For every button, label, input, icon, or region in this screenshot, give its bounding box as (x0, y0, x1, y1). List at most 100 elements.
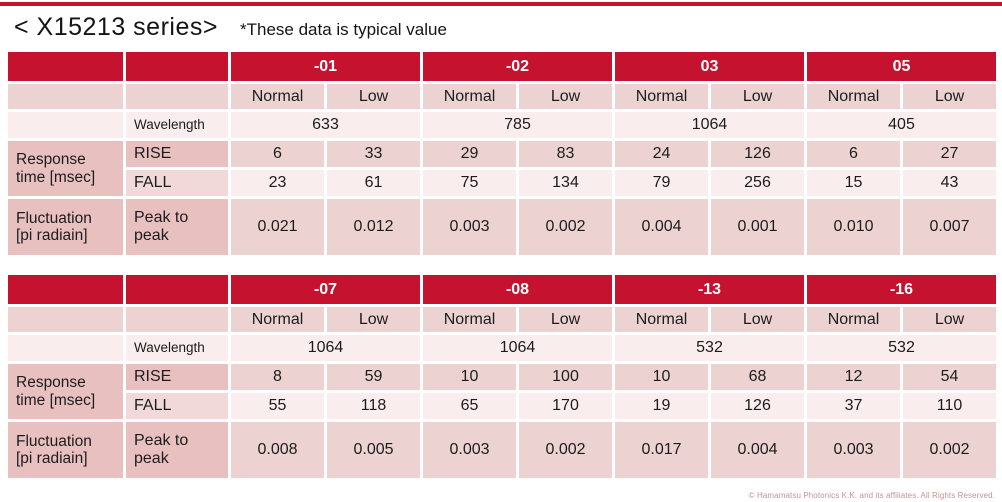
wavelength-value: 1064 (615, 112, 804, 138)
spacer-cell (126, 307, 228, 332)
header-spacer-cell (8, 52, 123, 81)
row-label-line: peak (134, 450, 169, 467)
top-accent-line (0, 2, 1002, 6)
spacer-cell (8, 112, 123, 138)
spacer-cell (8, 84, 123, 109)
table-row: -07 -08 -13 -16 (8, 275, 996, 304)
peak-value: 0.017 (615, 422, 708, 478)
mode-col-header: Normal (807, 307, 900, 332)
fall-value: 75 (423, 170, 516, 196)
peak-value: 0.003 (807, 422, 900, 478)
peak-value: 0.002 (519, 422, 612, 478)
rise-value: 126 (711, 141, 804, 167)
fall-value: 37 (807, 393, 900, 419)
mode-col-header: Low (519, 84, 612, 109)
rise-value: 83 (519, 141, 612, 167)
row-label-line: Response (16, 151, 86, 169)
wavelength-value: 633 (231, 112, 420, 138)
spec-table-1: -01 -02 03 05 Normal Low Normal Low Norm… (5, 49, 999, 258)
fall-value: 15 (807, 170, 900, 196)
wavelength-value: 532 (807, 335, 996, 361)
row-label-fluctuation: Fluctuation [pi radiain] (8, 199, 123, 255)
row-label-line: Fluctuation (16, 432, 92, 450)
typical-value-note: *These data is typical value (239, 20, 447, 39)
row-label-wavelength: Wavelength (126, 112, 228, 138)
row-label-line: [pi radiain] (16, 227, 88, 244)
fall-value: 65 (423, 393, 516, 419)
mode-col-header: Normal (231, 84, 324, 109)
peak-value: 0.004 (711, 422, 804, 478)
mode-col-header: Normal (423, 307, 516, 332)
rise-value: 8 (231, 364, 324, 390)
spacer-cell (8, 335, 123, 361)
series-col-header: -01 (231, 52, 420, 81)
rise-value: 33 (327, 141, 420, 167)
mode-col-header: Normal (615, 307, 708, 332)
rise-value: 10 (615, 364, 708, 390)
mode-col-header: Normal (231, 307, 324, 332)
mode-col-header: Low (327, 84, 420, 109)
row-label-response-time: Response time [msec] (8, 364, 123, 419)
mode-col-header: Normal (423, 84, 516, 109)
peak-value: 0.003 (423, 199, 516, 255)
table-row: Wavelength 1064 1064 532 532 (8, 335, 996, 361)
wavelength-value: 1064 (423, 335, 612, 361)
rise-value: 6 (807, 141, 900, 167)
rise-value: 10 (423, 364, 516, 390)
mode-col-header: Low (903, 84, 996, 109)
row-label-peak-to-peak: Peak to peak (126, 199, 228, 255)
wavelength-value: 1064 (231, 335, 420, 361)
spacer-cell (126, 84, 228, 109)
table-row: FALL 55 118 65 170 19 126 37 110 (8, 393, 996, 419)
peak-value: 0.007 (903, 199, 996, 255)
peak-value: 0.002 (903, 422, 996, 478)
row-label-rise: RISE (126, 364, 228, 390)
series-col-header: -07 (231, 275, 420, 304)
peak-value: 0.001 (711, 199, 804, 255)
row-label-line: time [msec] (16, 168, 96, 186)
fall-value: 126 (711, 393, 804, 419)
table-row: Normal Low Normal Low Normal Low Normal … (8, 84, 996, 109)
header-spacer-cell (8, 275, 123, 304)
mode-col-header: Low (711, 84, 804, 109)
row-label-fall: FALL (126, 393, 228, 419)
wavelength-value: 532 (615, 335, 804, 361)
series-col-header: -16 (807, 275, 996, 304)
rise-value: 100 (519, 364, 612, 390)
mode-col-header: Low (711, 307, 804, 332)
series-col-header: -02 (423, 52, 612, 81)
row-label-line: Peak to (134, 432, 189, 450)
mode-col-header: Normal (807, 84, 900, 109)
rise-value: 54 (903, 364, 996, 390)
spec-table-2: -07 -08 -13 -16 Normal Low Normal Low No… (5, 272, 999, 481)
wavelength-value: 785 (423, 112, 612, 138)
row-label-wavelength: Wavelength (126, 335, 228, 361)
wavelength-value: 405 (807, 112, 996, 138)
table-row: Fluctuation [pi radiain] Peak to peak 0.… (8, 199, 996, 255)
rise-value: 6 (231, 141, 324, 167)
mode-col-header: Low (519, 307, 612, 332)
series-col-header: -13 (615, 275, 804, 304)
mode-col-header: Normal (615, 84, 708, 109)
table-row: Fluctuation [pi radiain] Peak to peak 0.… (8, 422, 996, 478)
table-row: Wavelength 633 785 1064 405 (8, 112, 996, 138)
rise-value: 12 (807, 364, 900, 390)
title-bar: < X15213 series> *These data is typical … (14, 13, 447, 42)
rise-value: 27 (903, 141, 996, 167)
table-row: Normal Low Normal Low Normal Low Normal … (8, 307, 996, 332)
series-col-header: 03 (615, 52, 804, 81)
peak-value: 0.021 (231, 199, 324, 255)
peak-value: 0.005 (327, 422, 420, 478)
rise-value: 29 (423, 141, 516, 167)
rise-value: 59 (327, 364, 420, 390)
table-row: FALL 23 61 75 134 79 256 15 43 (8, 170, 996, 196)
row-label-line: time [msec] (16, 391, 96, 409)
mode-col-header: Low (903, 307, 996, 332)
row-label-response-time: Response time [msec] (8, 141, 123, 196)
rise-value: 68 (711, 364, 804, 390)
fall-value: 55 (231, 393, 324, 419)
fall-value: 79 (615, 170, 708, 196)
copyright-footer: © Hamamatsu Photonics K.K. and its affil… (748, 491, 995, 500)
row-label-line: Fluctuation (16, 209, 92, 227)
mode-col-header: Low (327, 307, 420, 332)
